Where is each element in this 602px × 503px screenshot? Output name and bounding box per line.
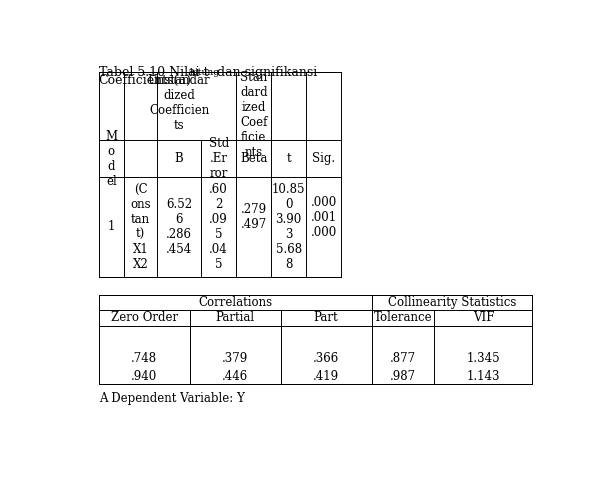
Text: Partial: Partial: [216, 311, 255, 324]
Text: VIF: VIF: [473, 311, 494, 324]
Text: .748: .748: [131, 352, 157, 365]
Text: .000
.001
.000: .000 .001 .000: [311, 196, 337, 239]
Text: dan signifikansi: dan signifikansi: [213, 66, 317, 79]
Text: Correlations: Correlations: [198, 296, 272, 309]
Text: .446: .446: [222, 370, 248, 383]
Text: 6.52
6
.286
.454: 6.52 6 .286 .454: [166, 198, 192, 256]
Text: .987: .987: [390, 370, 416, 383]
Text: Stan
dard
ized
Coef
ficie
nts: Stan dard ized Coef ficie nts: [240, 70, 267, 158]
Text: .877: .877: [390, 352, 416, 365]
Text: 10.85
0
3.90
3
5.68
8: 10.85 0 3.90 3 5.68 8: [272, 183, 305, 271]
Text: Std
.Er
ror: Std .Er ror: [208, 137, 229, 180]
Text: 1.143: 1.143: [467, 370, 500, 383]
Text: B: B: [175, 152, 184, 165]
Text: Collinearity Statistics: Collinearity Statistics: [388, 296, 516, 309]
Text: .940: .940: [131, 370, 157, 383]
Text: Coefficients(a): Coefficients(a): [99, 73, 191, 87]
Text: Unstandar
dized
Coefficien
ts: Unstandar dized Coefficien ts: [147, 74, 210, 132]
Text: 1.345: 1.345: [467, 352, 500, 365]
Text: Tabel 5.10 Nilai t: Tabel 5.10 Nilai t: [99, 66, 208, 79]
Text: A Dependent Variable: Y: A Dependent Variable: Y: [99, 391, 244, 404]
Text: .279
.497: .279 .497: [241, 203, 267, 231]
Text: Zero Order: Zero Order: [111, 311, 178, 324]
Text: .379: .379: [222, 352, 248, 365]
Bar: [99, 295, 533, 384]
Text: 1: 1: [108, 220, 115, 233]
Text: Part: Part: [314, 311, 338, 324]
Text: .60
2
.09
5
.04
5: .60 2 .09 5 .04 5: [209, 183, 228, 271]
Bar: [99, 72, 341, 277]
Text: hitung: hitung: [190, 68, 220, 77]
Text: (C
ons
tan
t)
X1
X2: (C ons tan t) X1 X2: [130, 183, 151, 271]
Text: .366: .366: [313, 352, 339, 365]
Text: .419: .419: [313, 370, 339, 383]
Text: t: t: [287, 152, 291, 165]
Text: Beta: Beta: [240, 152, 267, 165]
Text: M
o
d
el: M o d el: [105, 130, 117, 188]
Text: Tolerance: Tolerance: [374, 311, 432, 324]
Text: Sig.: Sig.: [312, 152, 335, 165]
